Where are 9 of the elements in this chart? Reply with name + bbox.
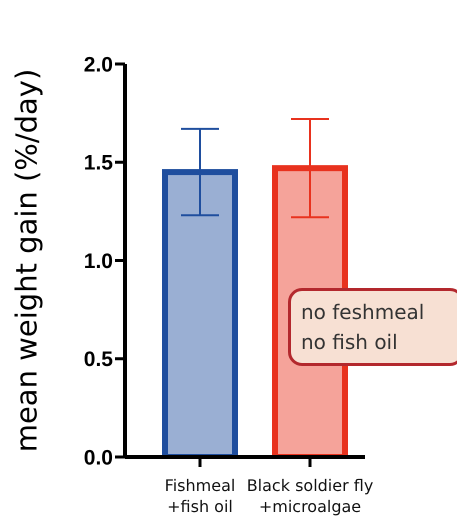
y-tick-label: 1.0 (84, 250, 113, 273)
y-tick-label: 0.0 (84, 446, 113, 470)
y-tick-label: 0.5 (84, 348, 114, 372)
annotation: no feshmeal no fish oil (288, 288, 457, 366)
y-tick-label: 2.0 (84, 53, 113, 76)
y-axis-title: mean weight gain (%/day) (9, 68, 44, 452)
x-tick-label: Fishmeal +fish oil (164, 476, 236, 516)
x-tick-label: Black soldier fly +microalgae (246, 476, 374, 516)
y-tick-label: 1.5 (84, 152, 114, 175)
